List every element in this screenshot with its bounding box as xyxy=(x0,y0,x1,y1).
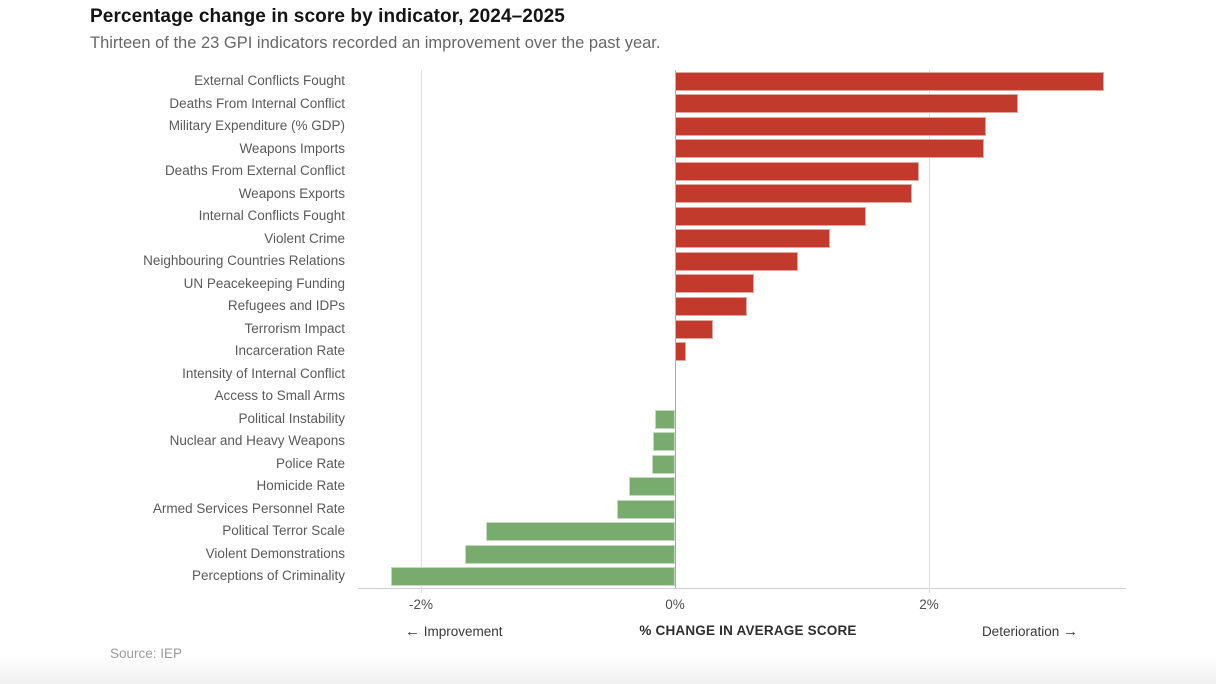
tick-label: -2% xyxy=(408,597,434,612)
category-label: Weapons Imports xyxy=(239,140,345,156)
bar-improvement xyxy=(652,454,675,474)
gridline xyxy=(421,70,422,593)
bar-deterioration xyxy=(675,274,754,294)
bar-deterioration xyxy=(675,161,919,181)
category-label: Incarceration Rate xyxy=(234,343,345,359)
category-label: Political Terror Scale xyxy=(222,523,345,539)
bar-deterioration xyxy=(675,319,714,339)
category-label: Refugees and IDPs xyxy=(227,298,345,314)
bar-improvement xyxy=(465,544,675,564)
category-label: Homicide Rate xyxy=(256,478,345,494)
bar-deterioration xyxy=(675,71,1105,91)
bar-deterioration xyxy=(675,94,1018,114)
bottom-fade xyxy=(0,656,1216,684)
category-label: Armed Services Personnel Rate xyxy=(152,500,345,516)
bar-deterioration xyxy=(675,206,866,226)
plot-area xyxy=(358,70,1126,593)
bar-deterioration xyxy=(675,116,987,136)
bar-deterioration xyxy=(675,296,748,316)
x-axis-title: % CHANGE IN AVERAGE SCORE xyxy=(639,623,857,638)
bar-deterioration xyxy=(675,229,830,249)
category-label: Perceptions of Criminality xyxy=(191,568,345,584)
deterioration-label: Deterioration xyxy=(981,624,1060,639)
category-label: UN Peacekeeping Funding xyxy=(183,275,345,291)
bar-improvement xyxy=(629,477,675,497)
bar-deterioration xyxy=(675,342,687,362)
tick-label: 2% xyxy=(919,597,939,612)
bar-improvement xyxy=(653,432,675,452)
bar-deterioration xyxy=(675,251,799,271)
category-label: Access to Small Arms xyxy=(214,388,345,404)
bar-deterioration xyxy=(675,184,913,204)
category-label: Terrorism Impact xyxy=(244,320,345,336)
category-label: External Conflicts Fought xyxy=(194,73,345,88)
category-label: Deaths From Internal Conflict xyxy=(169,95,345,111)
category-label: Internal Conflicts Fought xyxy=(198,208,345,224)
chart-title: Percentage change in score by indicator,… xyxy=(90,6,565,27)
improvement-label: Improvement xyxy=(423,624,503,639)
right-arrow-icon: → xyxy=(1063,623,1078,640)
category-label: Violent Demonstrations xyxy=(205,545,345,561)
category-label: Intensity of Internal Conflict xyxy=(182,365,345,381)
category-label: Neighbouring Countries Relations xyxy=(143,253,345,269)
gridline xyxy=(929,70,930,593)
category-label: Weapons Exports xyxy=(238,185,345,201)
left-arrow-icon: ← xyxy=(405,623,420,640)
category-label: Political Instability xyxy=(238,410,345,426)
bar-improvement xyxy=(485,522,675,542)
bar-improvement xyxy=(616,499,675,519)
category-label: Nuclear and Heavy Weapons xyxy=(169,433,345,449)
bar-improvement xyxy=(654,409,675,429)
tick-label: 0% xyxy=(665,597,685,612)
improvement-annotation: ← Improvement xyxy=(405,623,503,640)
bar-deterioration xyxy=(675,139,984,159)
category-label: Violent Crime xyxy=(264,230,345,246)
source-note: Source: IEP xyxy=(110,646,183,661)
bar-improvement xyxy=(390,567,675,587)
deterioration-annotation: Deterioration → xyxy=(982,623,1078,640)
category-label: Military Expenditure (% GDP) xyxy=(168,118,345,134)
category-label: Deaths From External Conflict xyxy=(164,163,345,179)
chart-subtitle: Thirteen of the 23 GPI indicators record… xyxy=(90,34,661,52)
category-label: Police Rate xyxy=(275,455,345,471)
